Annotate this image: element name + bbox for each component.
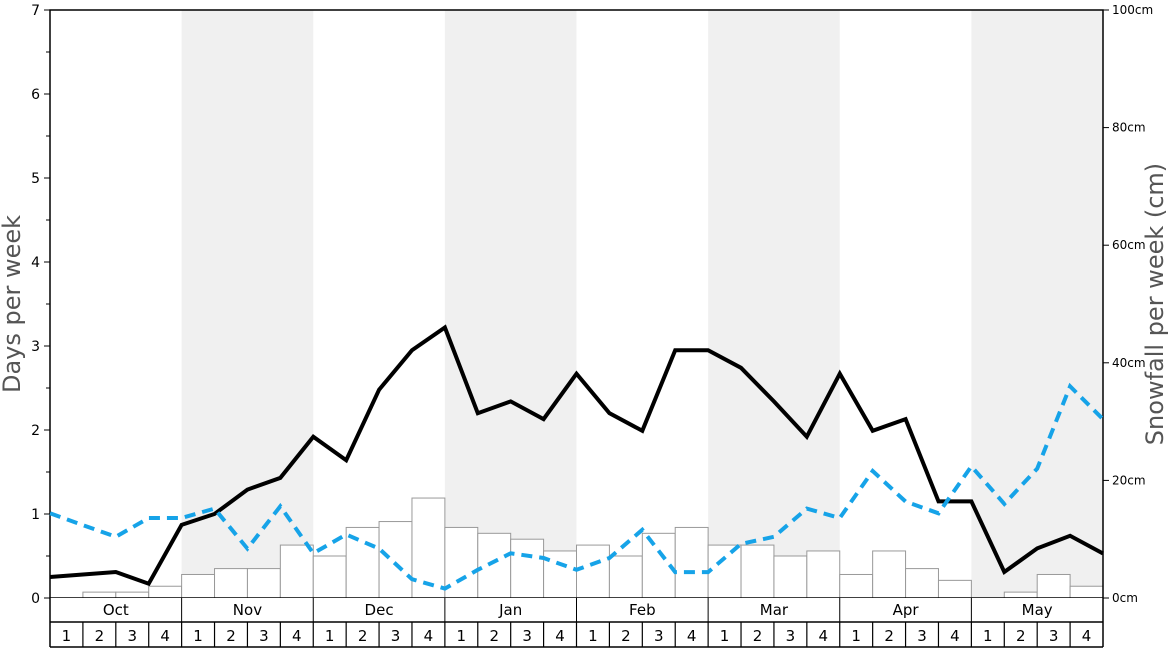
- left-y-axis: 0 1 2 3 4 5 6 7: [31, 3, 50, 607]
- week-label: 3: [127, 627, 137, 645]
- bar: [740, 544, 775, 599]
- bar: [905, 568, 939, 599]
- month-label: Oct: [103, 601, 129, 619]
- bar: [707, 544, 742, 599]
- week-label: 1: [193, 627, 203, 645]
- snowfall-line: [49, 382, 1105, 591]
- right-tick-label: 20cm: [1112, 473, 1146, 487]
- left-tick-label: 2: [31, 423, 40, 439]
- right-y-axis: 0cm 20cm 40cm 60cm 80cm 100cm: [1103, 3, 1153, 605]
- month-label: Feb: [629, 601, 656, 619]
- left-tick-label: 7: [31, 3, 40, 19]
- bar: [115, 591, 150, 599]
- bar: [411, 497, 446, 599]
- right-tick-label: 100cm: [1112, 3, 1153, 17]
- bar: [937, 579, 972, 599]
- bar: [839, 573, 874, 599]
- month-shading: [181, 10, 1103, 598]
- week-label: 4: [555, 627, 565, 645]
- week-label: 2: [753, 627, 763, 645]
- bar: [1003, 591, 1038, 599]
- days-bars: [82, 497, 1104, 599]
- month-shade-mar: [708, 10, 840, 598]
- bar: [576, 544, 610, 599]
- month-label: Jan: [498, 601, 522, 619]
- week-label: 4: [160, 627, 170, 645]
- left-tick-label: 5: [31, 171, 40, 187]
- right-tick-label: 60cm: [1112, 238, 1146, 252]
- bar: [510, 538, 545, 599]
- week-label: 4: [424, 627, 434, 645]
- week-label: 2: [95, 627, 105, 645]
- week-label: 3: [917, 627, 927, 645]
- week-label: 2: [226, 627, 236, 645]
- week-label: 3: [259, 627, 269, 645]
- week-label: 3: [654, 627, 664, 645]
- month-shade-may: [971, 10, 1103, 598]
- month-week-axis: Oct 1 2 3 4 Nov 1 2 3 4 Dec 1 2 3 4 Jan 1 2 3 4 Feb 1 2 3 4 Mar 1 2…: [49, 598, 1104, 648]
- bar: [1069, 585, 1104, 599]
- week-label: 4: [292, 627, 302, 645]
- month-label: May: [1022, 601, 1053, 619]
- bar: [477, 532, 512, 599]
- month-label: Apr: [893, 601, 920, 619]
- week-label: 3: [391, 627, 401, 645]
- week-label: 4: [819, 627, 829, 645]
- left-tick-label: 3: [31, 339, 40, 355]
- month-label: Dec: [365, 601, 394, 619]
- week-label: 2: [358, 627, 368, 645]
- right-axis-title: Snowfall per week (cm): [1141, 163, 1168, 445]
- bar: [148, 585, 183, 599]
- month-label: Nov: [233, 601, 262, 619]
- days-line: [49, 324, 1104, 587]
- bar: [773, 555, 808, 599]
- bar: [608, 555, 643, 599]
- week-label: 1: [588, 627, 598, 645]
- left-axis-title: Days per week: [0, 215, 26, 393]
- week-label: 1: [851, 627, 861, 645]
- week-label: 1: [325, 627, 335, 645]
- bar: [312, 555, 347, 599]
- left-tick-label: 4: [31, 255, 40, 271]
- bar: [378, 521, 413, 599]
- bar: [246, 568, 281, 599]
- month-shade-jan: [444, 10, 577, 598]
- bar: [872, 550, 907, 599]
- week-label: 2: [1016, 627, 1026, 645]
- bar: [181, 573, 216, 599]
- week-label: 4: [687, 627, 697, 645]
- right-tick-label: 0cm: [1112, 591, 1138, 605]
- bar: [279, 544, 314, 599]
- bar: [674, 526, 709, 599]
- week-label: 1: [983, 627, 993, 645]
- right-tick-label: 80cm: [1112, 121, 1146, 135]
- week-label: 2: [884, 627, 894, 645]
- month-label: Mar: [760, 601, 789, 619]
- week-label: 4: [950, 627, 960, 645]
- week-label: 2: [621, 627, 631, 645]
- left-tick-label: 0: [31, 591, 40, 607]
- week-label: 2: [489, 627, 499, 645]
- bar: [1036, 573, 1071, 599]
- left-tick-label: 1: [31, 507, 40, 523]
- bar: [806, 550, 841, 599]
- week-label: 3: [786, 627, 796, 645]
- month-shade-nov: [181, 10, 314, 598]
- week-label: 3: [1049, 627, 1059, 645]
- right-tick-label: 40cm: [1112, 356, 1146, 370]
- week-label: 1: [720, 627, 730, 645]
- bar: [82, 591, 117, 599]
- week-label: 3: [522, 627, 532, 645]
- week-label: 4: [1082, 627, 1092, 645]
- week-label: 1: [62, 627, 72, 645]
- week-label: 1: [457, 627, 467, 645]
- bar: [214, 568, 248, 599]
- series-lines: [49, 324, 1105, 591]
- left-tick-label: 6: [31, 87, 40, 103]
